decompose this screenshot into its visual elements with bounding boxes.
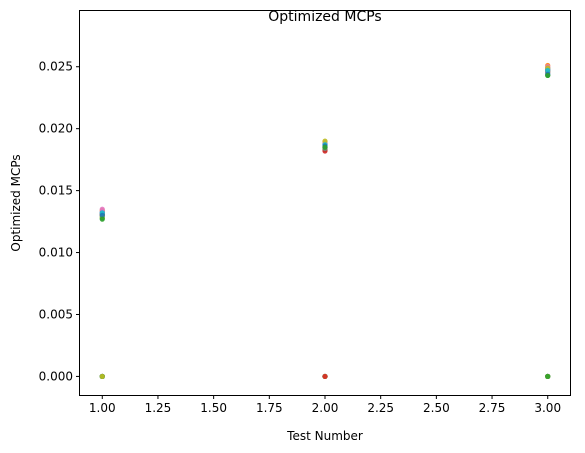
data-point: [545, 67, 551, 74]
y-tick-label: 0.015: [39, 184, 73, 198]
x-tick-label: 1.25: [145, 401, 172, 415]
data-point: [322, 144, 328, 150]
plot-frame: [79, 10, 571, 396]
data-point: [99, 212, 105, 218]
y-tick-label: 0.005: [39, 307, 73, 321]
x-axis-label: Test Number: [286, 429, 363, 443]
data-point: [545, 72, 551, 79]
y-tick-label: 0.000: [39, 369, 73, 383]
data-point: [322, 373, 328, 380]
chart-title: Optimized MCPs: [268, 9, 381, 25]
y-axis-label: Optimized MCPs: [9, 154, 23, 251]
x-tick-label: 1.50: [200, 401, 227, 415]
data-points: [99, 62, 551, 380]
data-point: [99, 373, 105, 380]
x-axis-ticks: 1.00 1.25 1.50 1.75 2.00 2.25 2.50 2.75 3.00: [89, 395, 561, 415]
y-tick-label: 0.020: [39, 122, 73, 136]
x-tick-label: 1.00: [89, 401, 116, 415]
x-tick-label: 2.75: [479, 401, 506, 415]
x-tick-label: 1.75: [256, 401, 283, 415]
data-point: [322, 138, 328, 144]
x-tick-label: 2.00: [312, 401, 339, 415]
data-point: [545, 373, 551, 380]
y-tick-label: 0.010: [39, 246, 73, 260]
y-tick-label: 0.025: [39, 60, 73, 74]
data-point: [99, 206, 105, 212]
x-tick-label: 2.25: [367, 401, 394, 415]
data-point: [99, 216, 105, 222]
x-tick-label: 3.00: [534, 401, 561, 415]
x-tick-label: 2.50: [423, 401, 450, 415]
y-axis-ticks: 0.000 0.005 0.010 0.015 0.020 0.025: [39, 60, 80, 383]
